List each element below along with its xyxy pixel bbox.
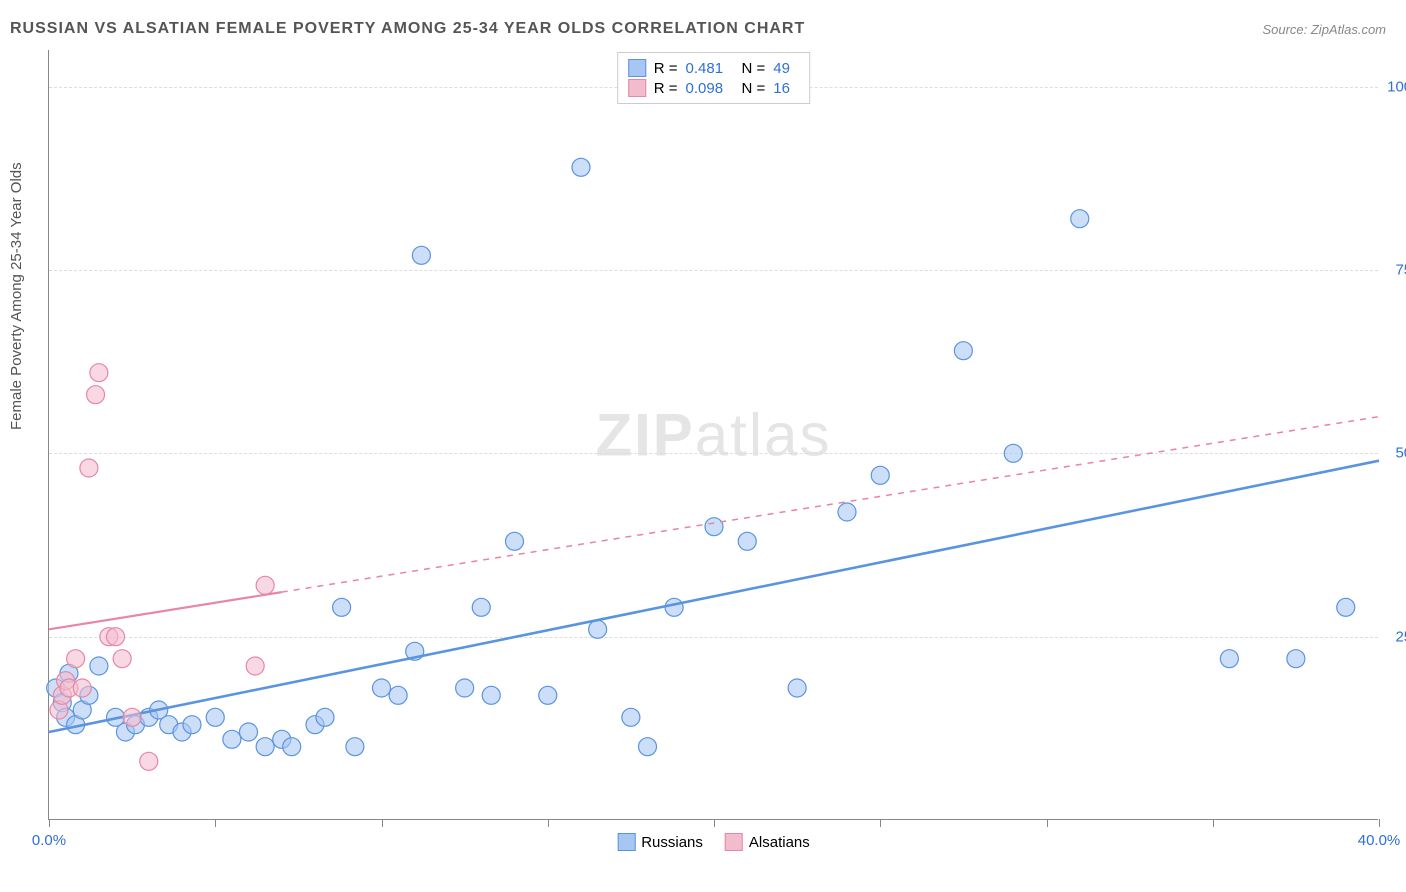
x-tick bbox=[714, 819, 715, 827]
data-point bbox=[87, 386, 105, 404]
data-point bbox=[665, 598, 683, 616]
source-attribution: Source: ZipAtlas.com bbox=[1262, 22, 1386, 37]
data-point bbox=[506, 532, 524, 550]
scatter-svg bbox=[49, 50, 1378, 819]
data-point bbox=[539, 686, 557, 704]
data-point bbox=[256, 738, 274, 756]
legend-R-label: R = bbox=[654, 80, 678, 97]
series-legend-label: Alsatians bbox=[749, 834, 810, 851]
legend-R-value: 0.098 bbox=[686, 80, 734, 97]
data-point bbox=[482, 686, 500, 704]
data-point bbox=[572, 158, 590, 176]
data-point bbox=[256, 576, 274, 594]
series-legend-item: Russians bbox=[617, 833, 703, 851]
legend-N-value: 16 bbox=[773, 80, 799, 97]
y-tick-label: 100.0% bbox=[1383, 78, 1406, 95]
plot-area: ZIPatlas 25.0%50.0%75.0%100.0%0.0%40.0% … bbox=[48, 50, 1378, 820]
y-tick-label: 50.0% bbox=[1383, 445, 1406, 462]
data-point bbox=[183, 716, 201, 734]
x-tick bbox=[880, 819, 881, 827]
data-point bbox=[240, 723, 258, 741]
data-point bbox=[80, 459, 98, 477]
data-point bbox=[738, 532, 756, 550]
data-point bbox=[838, 503, 856, 521]
data-point bbox=[412, 246, 430, 264]
legend-R-label: R = bbox=[654, 60, 678, 77]
data-point bbox=[639, 738, 657, 756]
x-tick bbox=[382, 819, 383, 827]
data-point bbox=[1337, 598, 1355, 616]
data-point bbox=[90, 657, 108, 675]
data-point bbox=[1071, 210, 1089, 228]
legend-R-value: 0.481 bbox=[686, 60, 734, 77]
data-point bbox=[73, 679, 91, 697]
data-point bbox=[472, 598, 490, 616]
data-point bbox=[283, 738, 301, 756]
data-point bbox=[622, 708, 640, 726]
data-point bbox=[90, 364, 108, 382]
y-axis-label: Female Poverty Among 25-34 Year Olds bbox=[8, 162, 25, 430]
legend-N-label: N = bbox=[742, 80, 766, 97]
data-point bbox=[123, 708, 141, 726]
data-point bbox=[871, 466, 889, 484]
data-point bbox=[206, 708, 224, 726]
legend-N-label: N = bbox=[742, 60, 766, 77]
data-point bbox=[67, 650, 85, 668]
x-tick bbox=[1047, 819, 1048, 827]
series-legend-label: Russians bbox=[641, 834, 703, 851]
data-point bbox=[113, 650, 131, 668]
data-point bbox=[1287, 650, 1305, 668]
series-legend-item: Alsatians bbox=[725, 833, 810, 851]
legend-swatch bbox=[725, 833, 743, 851]
data-point bbox=[389, 686, 407, 704]
y-tick-label: 75.0% bbox=[1383, 262, 1406, 279]
data-point bbox=[246, 657, 264, 675]
data-point bbox=[346, 738, 364, 756]
y-tick-label: 25.0% bbox=[1383, 628, 1406, 645]
data-point bbox=[333, 598, 351, 616]
data-point bbox=[589, 620, 607, 638]
data-point bbox=[107, 628, 125, 646]
x-tick bbox=[1379, 819, 1380, 827]
data-point bbox=[705, 518, 723, 536]
x-tick-label: 0.0% bbox=[32, 832, 66, 849]
trend-line bbox=[49, 592, 282, 629]
data-point bbox=[954, 342, 972, 360]
bottom-legend: Russians Alsatians bbox=[617, 833, 810, 851]
x-tick-label: 40.0% bbox=[1358, 832, 1401, 849]
legend-swatch bbox=[617, 833, 635, 851]
x-tick bbox=[1213, 819, 1214, 827]
legend-stats-box: R = 0.481 N = 49 R = 0.098 N = 16 bbox=[617, 52, 811, 104]
x-tick bbox=[548, 819, 549, 827]
legend-stat-row: R = 0.098 N = 16 bbox=[628, 79, 800, 97]
data-point bbox=[140, 752, 158, 770]
legend-swatch bbox=[628, 79, 646, 97]
data-point bbox=[788, 679, 806, 697]
x-tick bbox=[215, 819, 216, 827]
data-point bbox=[1004, 444, 1022, 462]
legend-swatch bbox=[628, 59, 646, 77]
data-point bbox=[1220, 650, 1238, 668]
data-point bbox=[456, 679, 474, 697]
data-point bbox=[316, 708, 334, 726]
trend-line-dashed bbox=[282, 417, 1379, 592]
data-point bbox=[373, 679, 391, 697]
data-point bbox=[223, 730, 241, 748]
x-tick bbox=[49, 819, 50, 827]
chart-title: RUSSIAN VS ALSATIAN FEMALE POVERTY AMONG… bbox=[10, 20, 805, 38]
legend-N-value: 49 bbox=[773, 60, 799, 77]
legend-stat-row: R = 0.481 N = 49 bbox=[628, 59, 800, 77]
